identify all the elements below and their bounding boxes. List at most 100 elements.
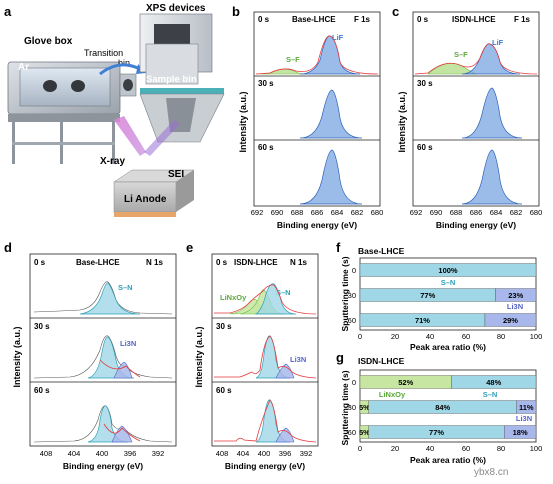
svg-text:30: 30 [348,403,356,412]
panel-e-time-30: 30 s [216,322,232,331]
panel-d-time-30: 30 s [34,322,50,331]
panel-f-legend-li3n: Li3N [507,302,523,311]
panel-c-xlabel: Binding energy (eV) [436,220,516,230]
panel-d-time-0: 0 s [34,258,46,267]
svg-text:686: 686 [311,208,324,217]
panel-f-xlabel: Peak area ratio (%) [410,342,486,352]
panel-letter-d: d [4,240,12,255]
panel-g-bars: 52% 48% 5% 84% 11% 5% 77% 18% [359,375,537,439]
panel-e-time-60: 60 s [216,386,232,395]
svg-text:40: 40 [426,444,434,453]
svg-text:80: 80 [497,444,505,453]
panel-e-spectra [214,283,317,443]
bar-value-label: 11% [519,403,534,412]
bar-value-label: 5% [359,428,370,437]
svg-text:20: 20 [391,444,399,453]
svg-text:392: 392 [300,449,313,458]
panel-f-legend-sn: S–N [441,278,456,287]
panel-c-element: F 1s [514,15,531,24]
watermark: ybx8.cn [474,467,508,478]
panel-e-peak-li3n: Li3N [290,355,306,364]
panel-c-ylabel: Intensity (a.u.) [397,91,407,152]
panel-g-legend-li3n: Li3N [516,414,532,423]
panel-c-time-60: 60 s [417,143,433,152]
svg-text:690: 690 [271,208,284,217]
bar-value-label: 52% [398,378,413,387]
panel-b-peak-lif: LiF [332,33,344,42]
li-anode-label: Li Anode [124,194,167,205]
svg-text:686: 686 [470,208,483,217]
sample-bin-label: Sample bin [146,74,197,85]
svg-text:408: 408 [40,449,53,458]
panel-c-peak-sf: S–F [454,50,468,59]
panel-c: c Intensity (a.u.) 0 s 30 s 60 s ISDN-LH… [392,4,542,230]
panel-f: f Base-LHCE Sputtering time (s) 100% 77% 2… [336,240,542,352]
svg-text:690: 690 [430,208,443,217]
svg-text:0: 0 [352,378,356,387]
svg-text:680: 680 [530,208,543,217]
transition-bin-label-2: bin [118,58,130,68]
svg-text:404: 404 [68,449,81,458]
panel-f-yticks: 0 30 60 [348,266,356,325]
panel-g-legend-sn: S–N [483,390,498,399]
panel-letter-e: e [186,240,193,255]
bar-value-label: 48% [486,378,501,387]
svg-text:684: 684 [490,208,503,217]
panel-c-time-0: 0 s [417,15,429,24]
svg-text:400: 400 [96,449,109,458]
panel-b-peak-sf: S–F [286,55,300,64]
panel-b-xlabel: Binding energy (eV) [277,220,357,230]
panel-letter-c: c [392,4,399,19]
panel-b-element: F 1s [354,15,371,24]
bar-value-label: 77% [420,291,435,300]
svg-text:400: 400 [258,449,271,458]
svg-text:0: 0 [352,266,356,275]
xray-beam-in [114,116,146,156]
panel-b-spectra [255,35,379,205]
svg-text:60: 60 [462,332,470,341]
svg-text:396: 396 [279,449,292,458]
li-anode-base [114,212,176,217]
glove-box-label: Glove box [24,36,73,47]
bar-value-label: 29% [503,316,518,325]
panel-g-title: ISDN-LHCE [358,356,405,366]
panel-c-peak-lif: LiF [492,38,504,47]
panel-d-peak-li3n: Li3N [120,339,136,348]
li-anode-side [176,170,194,212]
panel-c-time-30: 30 s [417,79,433,88]
panel-c-spectra [414,43,538,205]
svg-text:20: 20 [391,332,399,341]
panel-b-time-0: 0 s [258,15,270,24]
panel-d-element: N 1s [146,258,163,267]
panel-e: e Intensity (a.u.) 0 s 30 s 60 s ISDN-LH… [186,240,319,471]
bar-value-label: 77% [429,428,444,437]
panel-d-ylabel: Intensity (a.u.) [12,326,22,387]
panel-letter-b: b [232,4,240,19]
panel-d-peak-sn: S–N [118,283,133,292]
panel-c-xticks: 692 690 688 686 684 682 680 [410,208,543,217]
panel-letter-g: g [336,350,344,365]
xps-devices-label: XPS devices [146,3,206,14]
panel-f-ylabel: Sputtering time (s) [340,256,350,331]
svg-text:396: 396 [124,449,137,458]
panel-b-xticks: 692 690 688 686 684 682 680 [251,208,384,217]
svg-text:682: 682 [351,208,364,217]
li-anode-block [113,181,177,213]
svg-text:392: 392 [152,449,165,458]
bar-value-label: 100% [438,266,458,275]
panel-e-peak-sn: S–N [276,288,291,297]
bar-segment [504,425,537,439]
panel-b-sample: Base-LHCE [292,15,336,24]
xray-beam-out [144,120,180,156]
panel-e-sample: ISDN-LHCE [234,258,278,267]
svg-text:0: 0 [358,444,362,453]
panel-f-xticks: 0 20 40 60 80 100 [358,332,542,341]
panel-g-ylabel: Sputtering time (s) [340,370,350,445]
svg-text:680: 680 [371,208,384,217]
glove-box-illustration [7,61,137,164]
bar-segment [516,400,537,414]
panel-g-yticks: 0 30 60 [348,378,356,437]
svg-text:404: 404 [237,449,250,458]
bar-segment [495,288,537,302]
